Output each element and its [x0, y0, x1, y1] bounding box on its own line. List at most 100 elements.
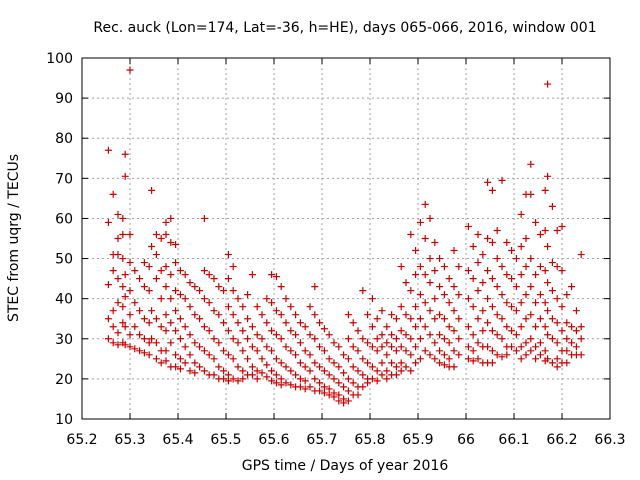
data-point [544, 279, 552, 287]
data-point [536, 263, 544, 271]
x-tick-label: 65.7 [306, 432, 337, 448]
data-point [131, 299, 139, 307]
data-point [114, 341, 122, 349]
data-point [532, 323, 540, 331]
data-point [172, 259, 180, 267]
data-point [378, 371, 386, 379]
data-point [152, 339, 160, 347]
data-point [407, 367, 415, 375]
data-point [383, 323, 391, 331]
data-point [301, 347, 309, 355]
data-point [503, 271, 511, 279]
data-point [330, 393, 338, 401]
data-point [131, 323, 139, 331]
data-point [229, 263, 237, 271]
data-point [248, 343, 256, 351]
data-point [277, 381, 285, 389]
data-point [354, 347, 362, 355]
data-point [162, 347, 170, 355]
data-point [421, 200, 429, 208]
data-point [548, 335, 556, 343]
data-point [162, 311, 170, 319]
data-point [373, 367, 381, 375]
data-point [517, 355, 525, 363]
data-point [412, 271, 420, 279]
data-point [508, 327, 516, 335]
data-point [527, 190, 535, 198]
data-point [282, 343, 290, 351]
data-point [316, 363, 324, 371]
data-point [306, 351, 314, 359]
data-point [488, 359, 496, 367]
data-point [527, 255, 535, 263]
data-point [349, 319, 357, 327]
data-point [508, 343, 516, 351]
x-tick-label: 65.3 [114, 432, 145, 448]
data-point [416, 218, 424, 226]
data-point [145, 287, 153, 295]
data-point [431, 267, 439, 275]
data-point [474, 230, 482, 238]
data-point [484, 295, 492, 303]
data-point [440, 291, 448, 299]
data-point [136, 307, 144, 315]
data-point [121, 150, 129, 158]
data-point [176, 335, 184, 343]
data-point [181, 295, 189, 303]
data-point [541, 299, 549, 307]
data-point [445, 299, 453, 307]
data-point [392, 315, 400, 323]
data-point [359, 383, 367, 391]
data-point [210, 335, 218, 343]
data-point [479, 251, 487, 259]
data-point [248, 371, 256, 379]
data-point [397, 263, 405, 271]
data-point [364, 311, 372, 319]
data-point [210, 355, 218, 363]
data-point [455, 263, 463, 271]
data-point [119, 303, 127, 311]
data-point [253, 375, 261, 383]
data-point [416, 315, 424, 323]
data-point [553, 319, 561, 327]
data-point [553, 226, 561, 234]
data-point [522, 315, 530, 323]
data-point [563, 335, 571, 343]
data-point [445, 355, 453, 363]
data-point [224, 351, 232, 359]
data-points [104, 66, 585, 407]
data-point [512, 283, 520, 291]
data-point [407, 287, 415, 295]
data-point [220, 287, 228, 295]
data-point [517, 210, 525, 218]
data-point [568, 283, 576, 291]
data-point [253, 367, 261, 375]
data-point [191, 369, 199, 377]
data-point [196, 287, 204, 295]
data-point [162, 230, 170, 238]
data-point [282, 319, 290, 327]
data-point [205, 271, 213, 279]
data-point [229, 375, 237, 383]
data-point [167, 271, 175, 279]
data-point [455, 351, 463, 359]
data-point [455, 291, 463, 299]
data-point [373, 315, 381, 323]
data-point [344, 397, 352, 405]
data-point [234, 363, 242, 371]
plot-frame [81, 57, 611, 420]
data-point [431, 339, 439, 347]
data-point [440, 351, 448, 359]
data-point [104, 218, 112, 226]
data-point [162, 357, 170, 365]
data-point [172, 351, 180, 359]
data-point [162, 218, 170, 226]
data-point [563, 359, 571, 367]
data-point [330, 339, 338, 347]
data-point [311, 335, 319, 343]
data-point [503, 239, 511, 247]
data-point [244, 291, 252, 299]
data-point [121, 293, 129, 301]
data-point [196, 343, 204, 351]
data-point [568, 339, 576, 347]
